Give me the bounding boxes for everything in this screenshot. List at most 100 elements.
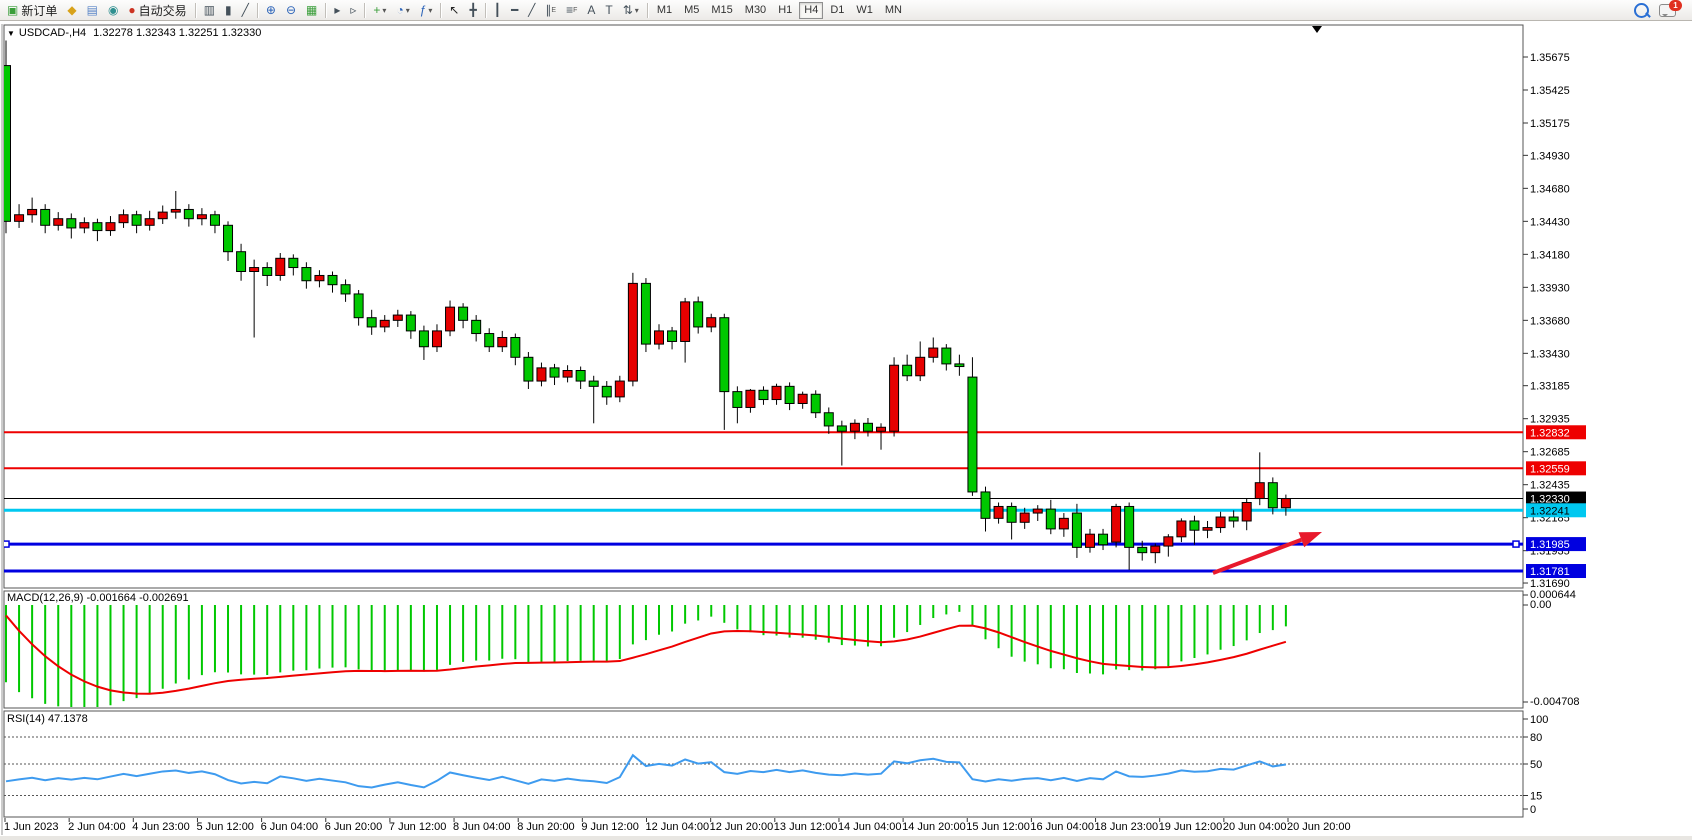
- time-label: 15 Jun 12:00: [966, 821, 1030, 833]
- new-order-button[interactable]: ▣ 新订单: [3, 1, 61, 20]
- price-tick-label: 1.32435: [1530, 480, 1570, 492]
- line-chart-button[interactable]: ╱: [238, 1, 253, 20]
- icon-subscript: F: [573, 6, 578, 14]
- candle: [601, 381, 612, 405]
- price-pane[interactable]: [3, 24, 1524, 589]
- timeframe-H4[interactable]: H4: [799, 1, 824, 19]
- candle: [327, 271, 338, 293]
- chat-icon[interactable]: 1: [1659, 0, 1682, 17]
- timeframe-H1[interactable]: H1: [778, 4, 793, 16]
- auto-scroll-icon: ▸: [334, 2, 341, 17]
- dropdown-arrow-icon[interactable]: ▾: [405, 5, 410, 15]
- chart-shift-marker-icon[interactable]: [1312, 26, 1322, 33]
- zoom-out-button[interactable]: ⊖: [282, 1, 300, 20]
- search-icon[interactable]: [1634, 2, 1649, 18]
- time-label: 20 Jun 04:00: [1223, 821, 1287, 833]
- price-line-label: 1.31985: [1530, 539, 1570, 551]
- navigator-button[interactable]: ▤: [83, 1, 102, 20]
- price-tick-label: 1.35175: [1530, 118, 1570, 130]
- rsi-pane[interactable]: [3, 710, 1524, 818]
- text-button[interactable]: A: [583, 1, 599, 20]
- tile-windows-icon: ▦: [306, 2, 318, 17]
- trend-arrow-annotation[interactable]: [1212, 532, 1322, 575]
- arrows-icon: ⇅: [622, 2, 633, 17]
- candle: [471, 315, 482, 342]
- rsi-tick-label: 100: [1530, 714, 1548, 726]
- chart-shift-button[interactable]: ▹: [346, 1, 360, 20]
- bar-chart-button[interactable]: ▥: [200, 1, 219, 20]
- signals-button[interactable]: ◉: [104, 1, 122, 20]
- candle: [40, 204, 51, 234]
- candle: [915, 341, 926, 382]
- candle: [902, 354, 913, 382]
- price-line-label: 1.32330: [1530, 494, 1570, 506]
- dropdown-arrow-icon[interactable]: ▾: [634, 5, 639, 15]
- market-watch-icon: ◆: [67, 2, 77, 17]
- vertical-line-button[interactable]: ┃: [490, 1, 505, 20]
- candle: [445, 300, 456, 337]
- line-handle[interactable]: [1512, 540, 1520, 548]
- rsi-name: RSI(14): [7, 713, 45, 725]
- trendline-button[interactable]: ╱: [524, 1, 539, 20]
- period-button[interactable]: ◔ ▾: [392, 1, 413, 20]
- candle: [497, 330, 508, 353]
- candle: [1241, 498, 1252, 531]
- timeframe-M1[interactable]: M1: [656, 4, 673, 16]
- candle: [1045, 499, 1056, 535]
- candle: [510, 333, 521, 366]
- new-chart-button[interactable]: + ▾: [369, 1, 390, 20]
- candle: [1202, 520, 1213, 539]
- candle: [236, 243, 247, 281]
- timeframe-D1[interactable]: D1: [830, 4, 845, 16]
- horizontal-line-icon: ━: [510, 2, 519, 17]
- candle: [1254, 452, 1265, 506]
- toolbar-separator: [646, 2, 648, 18]
- status-strip: [0, 836, 1692, 840]
- candle: [849, 419, 860, 440]
- candle: [131, 210, 142, 234]
- equidistant-channel-button[interactable]: ∥ E: [541, 1, 560, 20]
- dropdown-arrow-icon[interactable]: ▾: [382, 5, 387, 15]
- rsi-tick-label: 50: [1530, 759, 1542, 771]
- timeframe-M30[interactable]: M30: [744, 4, 767, 16]
- candle: [797, 391, 808, 409]
- text-label-button[interactable]: T: [601, 1, 616, 20]
- time-label: 7 Jun 12:00: [389, 821, 447, 833]
- candlestick-chart-button[interactable]: ▮: [221, 1, 236, 20]
- fibonacci-button[interactable]: ≡ F: [562, 1, 581, 20]
- ohlc-values: 1.32278 1.32343 1.32251 1.32330: [93, 27, 262, 39]
- auto-scroll-button[interactable]: ▸: [330, 1, 344, 20]
- zoom-out-icon: ⊖: [285, 2, 296, 17]
- macd-tick-label: 0.000644: [1530, 589, 1576, 601]
- price-tick-label: 1.35675: [1530, 52, 1570, 64]
- indicators-button[interactable]: ƒ ▾: [416, 1, 437, 20]
- candle: [549, 363, 560, 386]
- new-chart-icon: +: [373, 2, 381, 17]
- zoom-in-button[interactable]: ⊕: [262, 1, 280, 20]
- navigator-icon: ▤: [86, 2, 98, 17]
- tile-windows-button[interactable]: ▦: [302, 1, 321, 20]
- crosshair-button[interactable]: ╋: [465, 1, 480, 20]
- horizontal-line-button[interactable]: ━: [507, 1, 522, 20]
- price-tick-label: 1.32685: [1530, 447, 1570, 459]
- market-watch-button[interactable]: ◆: [63, 1, 80, 20]
- arrows-button[interactable]: ⇅ ▾: [619, 1, 643, 20]
- line-handle[interactable]: [3, 540, 10, 548]
- dropdown-arrow-icon[interactable]: ▾: [428, 5, 433, 15]
- cursor-button[interactable]: ↖: [445, 1, 463, 20]
- candle: [771, 383, 782, 405]
- one-click-trading-collapse-icon[interactable]: ▼: [7, 29, 15, 38]
- timeframe-M15[interactable]: M15: [711, 4, 733, 16]
- toolbar-separator: [256, 2, 258, 18]
- auto-trading-button[interactable]: ● 自动交易: [124, 1, 190, 20]
- candlestick-chart-icon: ▮: [225, 2, 232, 17]
- candle: [732, 386, 743, 424]
- price-tick-label: 1.34930: [1530, 150, 1570, 162]
- candle: [536, 362, 547, 387]
- candle: [980, 486, 991, 532]
- timeframe-MN[interactable]: MN: [884, 4, 902, 16]
- price-line-label: 1.31781: [1530, 566, 1570, 578]
- timeframe-W1[interactable]: W1: [856, 4, 873, 16]
- timeframe-M5[interactable]: M5: [684, 4, 700, 16]
